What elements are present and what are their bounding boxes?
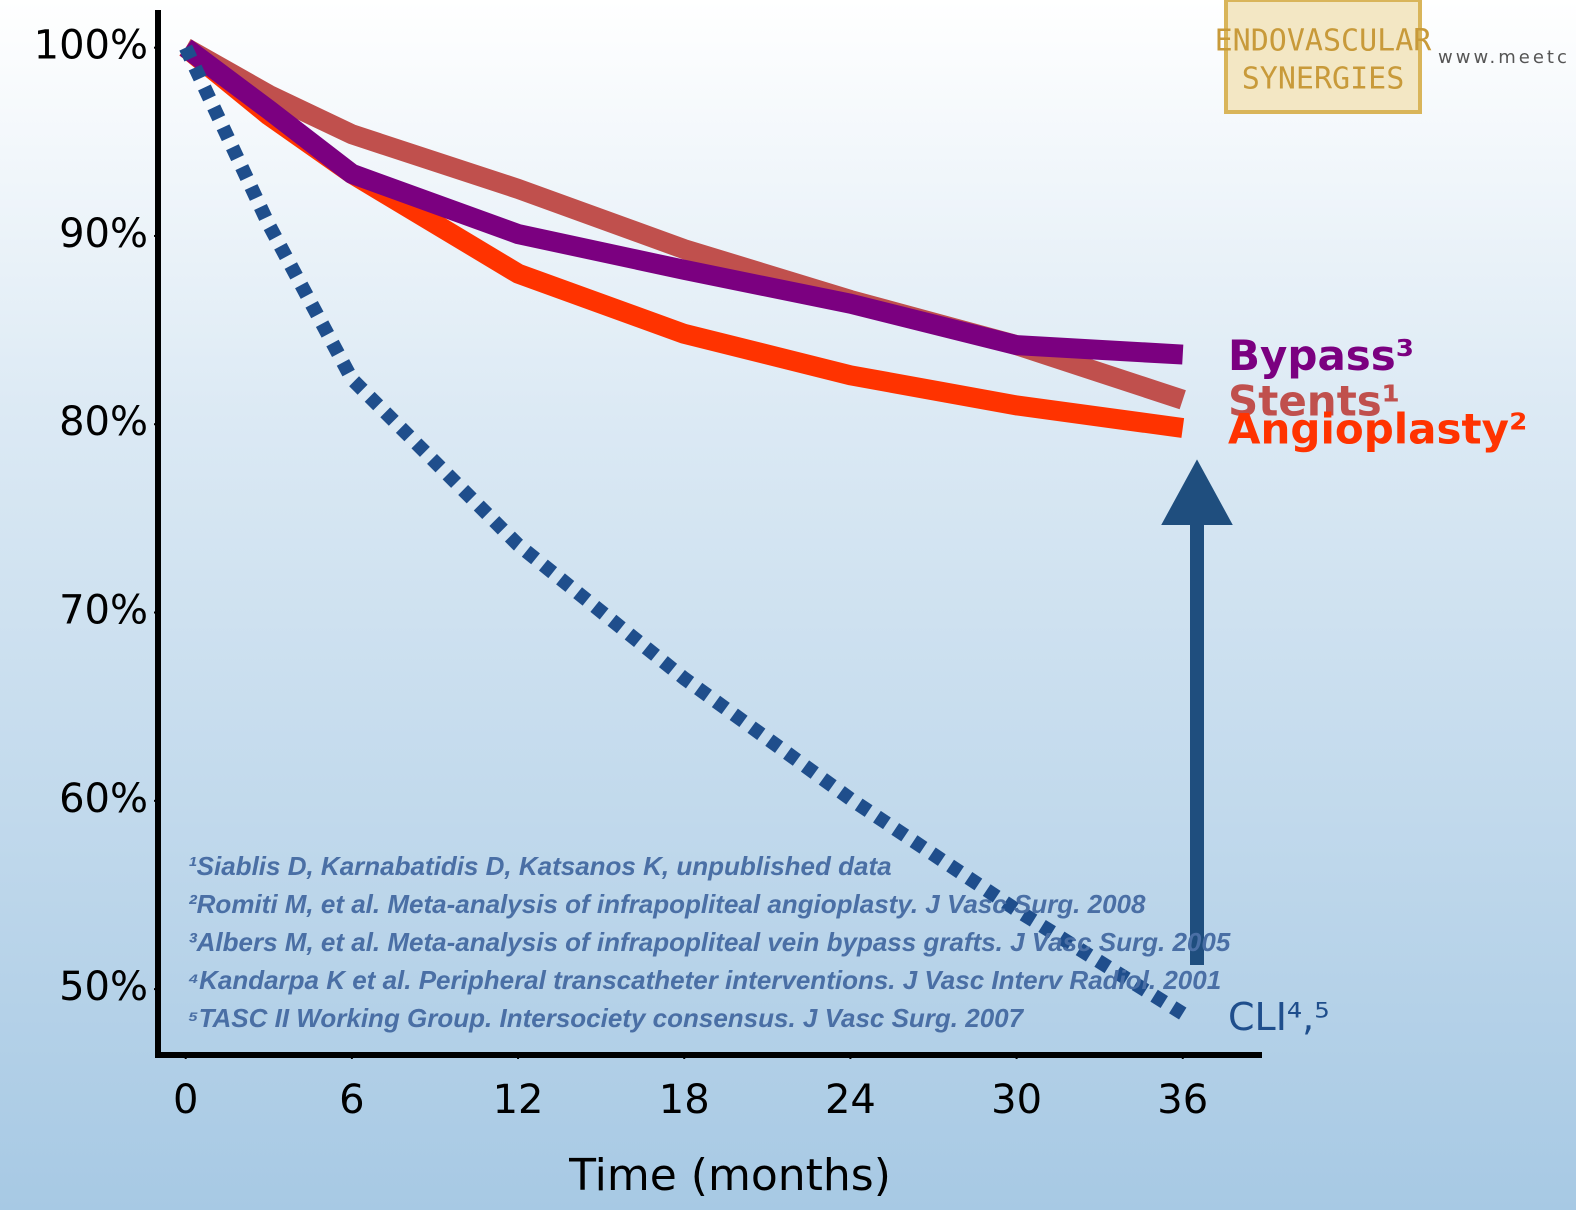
line-series: [179, 44, 1187, 1020]
y-tick-label: 60%: [59, 776, 148, 822]
y-tick-label: 100%: [34, 23, 148, 69]
x-tick-label: 12: [493, 1077, 544, 1123]
series-label: Bypass³: [1228, 331, 1414, 380]
line-series: [179, 39, 1184, 365]
x-tick-label: 24: [825, 1077, 876, 1123]
y-tick-label: 70%: [59, 588, 148, 634]
footnote: ⁴Kandarpa K et al. Peripheral transcathe…: [188, 965, 1221, 995]
x-tick-label: 18: [659, 1077, 710, 1123]
y-tick-label: 80%: [59, 399, 148, 445]
x-tick-label: 6: [339, 1077, 364, 1123]
y-tick-label: 90%: [59, 211, 148, 257]
arrow: [1161, 459, 1233, 965]
x-tick-label: 0: [173, 1077, 198, 1123]
x-tick-label: 36: [1157, 1077, 1208, 1123]
footnote: ⁵TASC II Working Group. Intersociety con…: [188, 1003, 1025, 1033]
x-axis-label: Time (months): [568, 1150, 891, 1201]
logo: [1224, 0, 1422, 114]
x-tick-label: 30: [991, 1077, 1042, 1123]
series-label: Stents¹: [1228, 376, 1400, 425]
footnote: ³Albers M, et al. Meta-analysis of infra…: [188, 927, 1231, 957]
website: www.meetc: [1438, 47, 1570, 68]
series-label: Angioplasty²: [1228, 405, 1527, 454]
footnote: ²Romiti M, et al. Meta-analysis of infra…: [188, 889, 1146, 919]
y-tick-label: 50%: [59, 964, 148, 1010]
logo-text: ENDOVASCULAR: [1215, 24, 1433, 59]
series-label: CLI⁴,⁵: [1228, 995, 1329, 1039]
footnote: ¹Siablis D, Karnabatidis D, Katsanos K, …: [188, 851, 892, 881]
logo-text: SYNERGIES: [1242, 62, 1405, 97]
